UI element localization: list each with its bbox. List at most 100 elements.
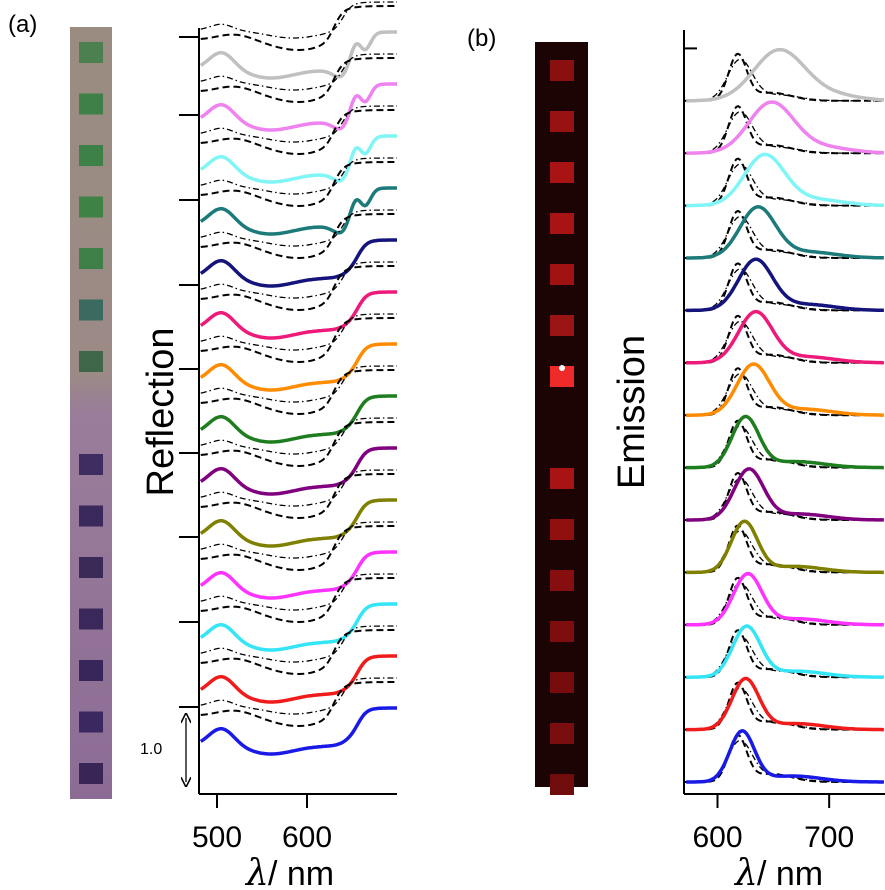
emission-series-line [686,205,885,260]
emission-pixel-square [550,774,574,795]
emission-reference-dashed [686,157,884,207]
emission-reference-dashed [686,52,884,102]
emission-x-ticks: 600 700 [692,794,854,854]
reflection-pixel-square [79,196,103,218]
emission-series-line [686,571,884,627]
reflection-x-tick-label: 500 [192,821,242,854]
reflection-image-strip [70,27,112,799]
reflection-pixel-square [79,557,103,578]
reflection-reference-dashed [200,681,397,727]
reflection-x-symbol: λ [244,853,269,890]
emission-pixel-squares [550,60,574,795]
reflection-pixel-square [79,299,103,321]
emission-reference-dashed [686,262,884,312]
reflection-x-tick-label: 600 [282,821,332,854]
reflection-x-label: λ / nm [244,853,334,890]
emission-reference-dashdot [686,373,884,416]
reflection-series-line [199,186,397,236]
reflection-series-line [199,602,397,652]
reflection-reference-dashdot [200,573,397,611]
emission-x-unit: / nm [757,855,823,890]
reflection-x-unit: / nm [268,855,334,890]
reflection-pixel-square [79,763,103,784]
reflection-pixel-square [79,608,103,630]
reflection-series-line [199,446,397,496]
emission-pixel-square [550,366,574,387]
emission-reference-dashed [686,367,884,417]
reflection-series-line [199,238,397,288]
emission-pixel-square [550,264,574,285]
reflection-series-line [199,82,397,132]
emission-series-line [686,519,884,575]
emission-series-line [686,624,885,679]
reflection-reference-dashed [200,577,397,623]
emission-pixel-square [550,621,574,642]
emission-pixel-square [550,468,574,489]
emission-reference-dashdot [686,163,884,207]
emission-series-line [686,152,884,208]
emission-series-line [686,362,884,417]
reflection-pixel-squares [79,42,103,784]
emission-reference-dashed [686,314,884,364]
reflection-y-ticks [179,36,199,708]
reflection-reference-dashdot [200,209,397,247]
reflection-pixel-square [79,248,103,269]
reflection-reference-dashdot [200,625,397,663]
reflection-reference-dashdot [200,417,397,455]
emission-pixel-square [550,60,574,81]
emission-reference-dashdot [686,111,884,154]
reflection-reference-dashed [200,421,397,467]
reflection-pixel-square [79,42,103,63]
emission-reference-dashdot [686,58,884,102]
reflection-reference-dashed [200,473,397,519]
emission-pixel-square [550,213,574,234]
emission-image-strip [535,42,588,795]
reflection-pixel-square [79,454,103,475]
emission-series-line [686,414,884,470]
reflection-series-line [199,498,397,548]
emission-y-label: Emission [611,335,653,489]
emission-reference-dashed [686,209,884,259]
scale-bar-label: 1.0 [140,741,162,758]
emission-chart: 600 700 Emission λ / nm [611,30,885,890]
emission-reference-dashdot [686,320,884,364]
emission-pixel-square [550,723,574,744]
reflection-chart: 500 600 1.0 Reflection λ / nm [140,1,397,890]
reflection-reference-dashed [200,629,397,675]
reflection-reference-dashdot [200,365,397,403]
reflection-reference-dashdot [200,313,397,351]
reflection-reference-dashdot [200,521,397,559]
emission-x-tick-label: 700 [804,821,854,854]
reflection-series-line [199,134,397,184]
reflection-series-line [199,290,397,340]
emission-series-line [686,676,884,732]
emission-reference-dashdot [686,268,884,312]
emission-series-line [686,309,884,365]
emission-pixel-square [550,519,574,540]
reflection-series-line [199,706,397,756]
emission-pixel-square [550,672,574,693]
emission-reference-dashed [686,105,884,155]
emission-pixel-square [550,570,574,591]
emission-pixel-square [550,162,574,183]
emission-series-line [686,729,884,784]
emission-x-symbol: λ [733,853,758,890]
reflection-reference-dashed [200,213,397,259]
panel-a-label: (a) [8,11,37,38]
reflection-series-line [199,342,397,392]
reflection-reference-dashed [200,5,397,51]
emission-series-line [686,257,884,313]
reflection-reference-dashed [200,317,397,363]
reflection-pixel-square [79,660,103,681]
reflection-reference-dashed [200,109,397,155]
reflection-reference-dashed [200,161,397,207]
reflection-reference-dashdot [200,677,397,715]
reflection-y-label: Reflection [140,328,182,497]
reflection-reference-dashdot [200,261,397,299]
reflection-reference-dashed [200,525,397,571]
reflection-pixel-square [79,351,103,372]
emission-reference-dashed [686,733,884,783]
reflection-pixel-square [79,711,103,733]
emission-pixel-square [550,111,574,132]
